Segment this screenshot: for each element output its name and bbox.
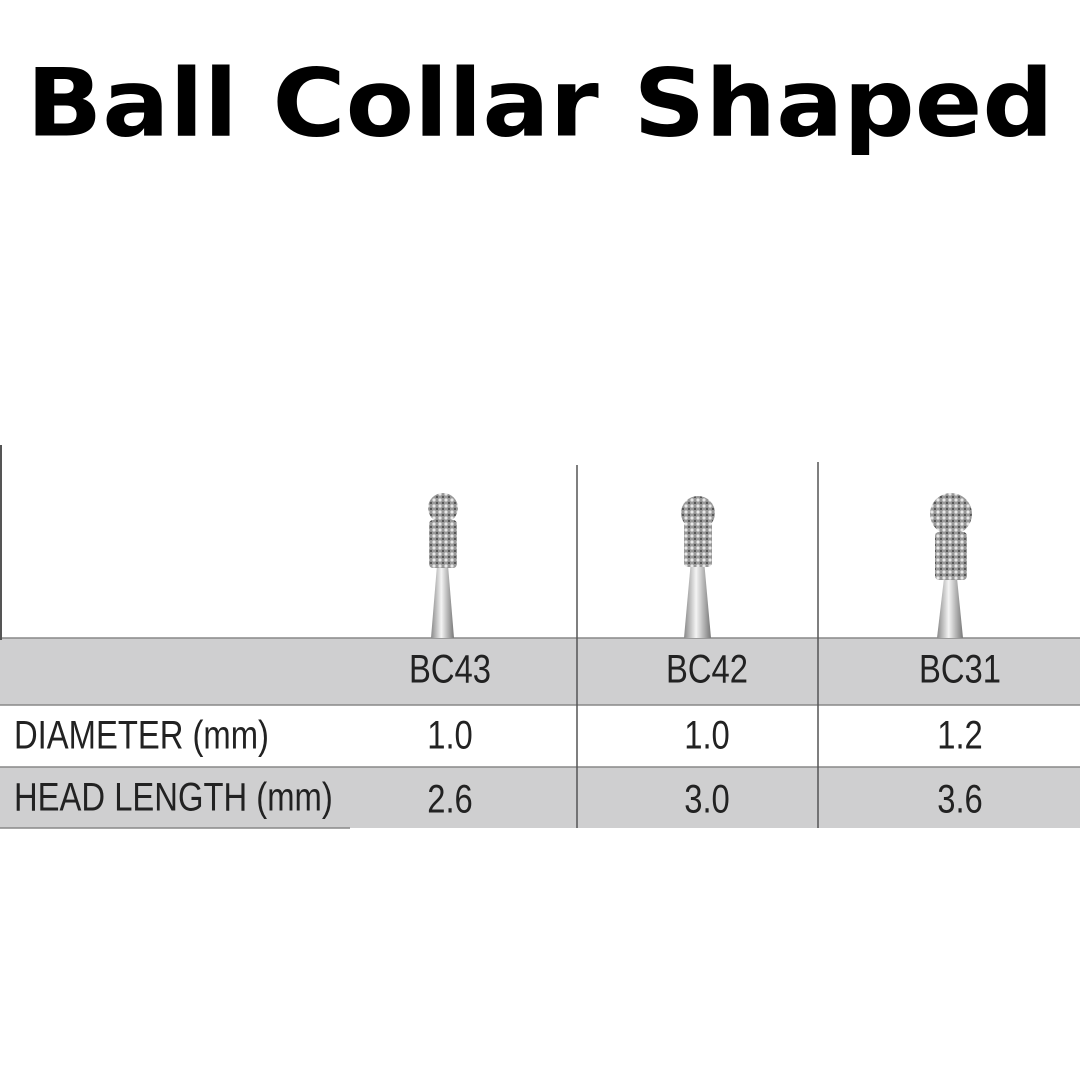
cell: 3.0	[684, 776, 730, 821]
cell: 1.0	[684, 712, 730, 757]
row-band	[0, 767, 1080, 828]
column-header: BC42	[666, 646, 748, 691]
bur-bc31	[930, 493, 972, 638]
cell: 1.2	[937, 712, 983, 757]
bur-bc43	[428, 493, 458, 638]
cell: 3.6	[937, 776, 983, 821]
row-label: DIAMETER (mm)	[14, 712, 269, 757]
title-wrap: Ball Collar Shaped	[26, 48, 1053, 158]
title: Ball Collar Shaped	[26, 48, 1053, 158]
bur-bc42	[681, 496, 715, 638]
header-band	[0, 638, 1080, 705]
row-label: HEAD LENGTH (mm)	[14, 774, 333, 819]
column-header: BC31	[919, 646, 1001, 691]
cell: 1.0	[427, 712, 473, 757]
cell: 2.6	[427, 776, 473, 821]
column-header: BC43	[409, 646, 491, 691]
